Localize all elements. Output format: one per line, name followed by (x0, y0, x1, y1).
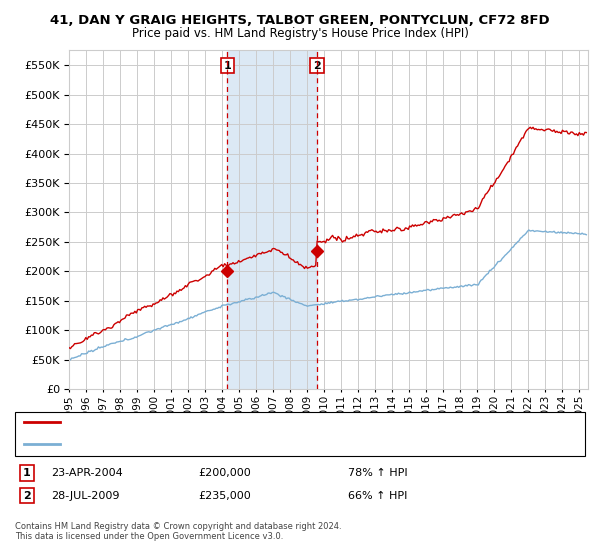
Text: 23-APR-2004: 23-APR-2004 (51, 468, 123, 478)
Text: 2: 2 (23, 491, 31, 501)
Text: HPI: Average price, detached house, Rhondda Cynon Taf: HPI: Average price, detached house, Rhon… (66, 439, 359, 449)
Text: 1: 1 (23, 468, 31, 478)
Text: 66% ↑ HPI: 66% ↑ HPI (348, 491, 407, 501)
Text: Price paid vs. HM Land Registry's House Price Index (HPI): Price paid vs. HM Land Registry's House … (131, 27, 469, 40)
Bar (227, 50, 317, 389)
Text: 2: 2 (313, 60, 321, 71)
Text: 28-JUL-2009: 28-JUL-2009 (51, 491, 119, 501)
Text: Contains HM Land Registry data © Crown copyright and database right 2024.
This d: Contains HM Land Registry data © Crown c… (15, 522, 341, 542)
Text: 41, DAN Y GRAIG HEIGHTS, TALBOT GREEN, PONTYCLUN, CF72 8FD (detached house): 41, DAN Y GRAIG HEIGHTS, TALBOT GREEN, P… (66, 417, 510, 427)
Text: 1: 1 (223, 60, 231, 71)
Text: 41, DAN Y GRAIG HEIGHTS, TALBOT GREEN, PONTYCLUN, CF72 8FD: 41, DAN Y GRAIG HEIGHTS, TALBOT GREEN, P… (50, 14, 550, 27)
Text: £235,000: £235,000 (198, 491, 251, 501)
Text: 78% ↑ HPI: 78% ↑ HPI (348, 468, 407, 478)
Text: £200,000: £200,000 (198, 468, 251, 478)
